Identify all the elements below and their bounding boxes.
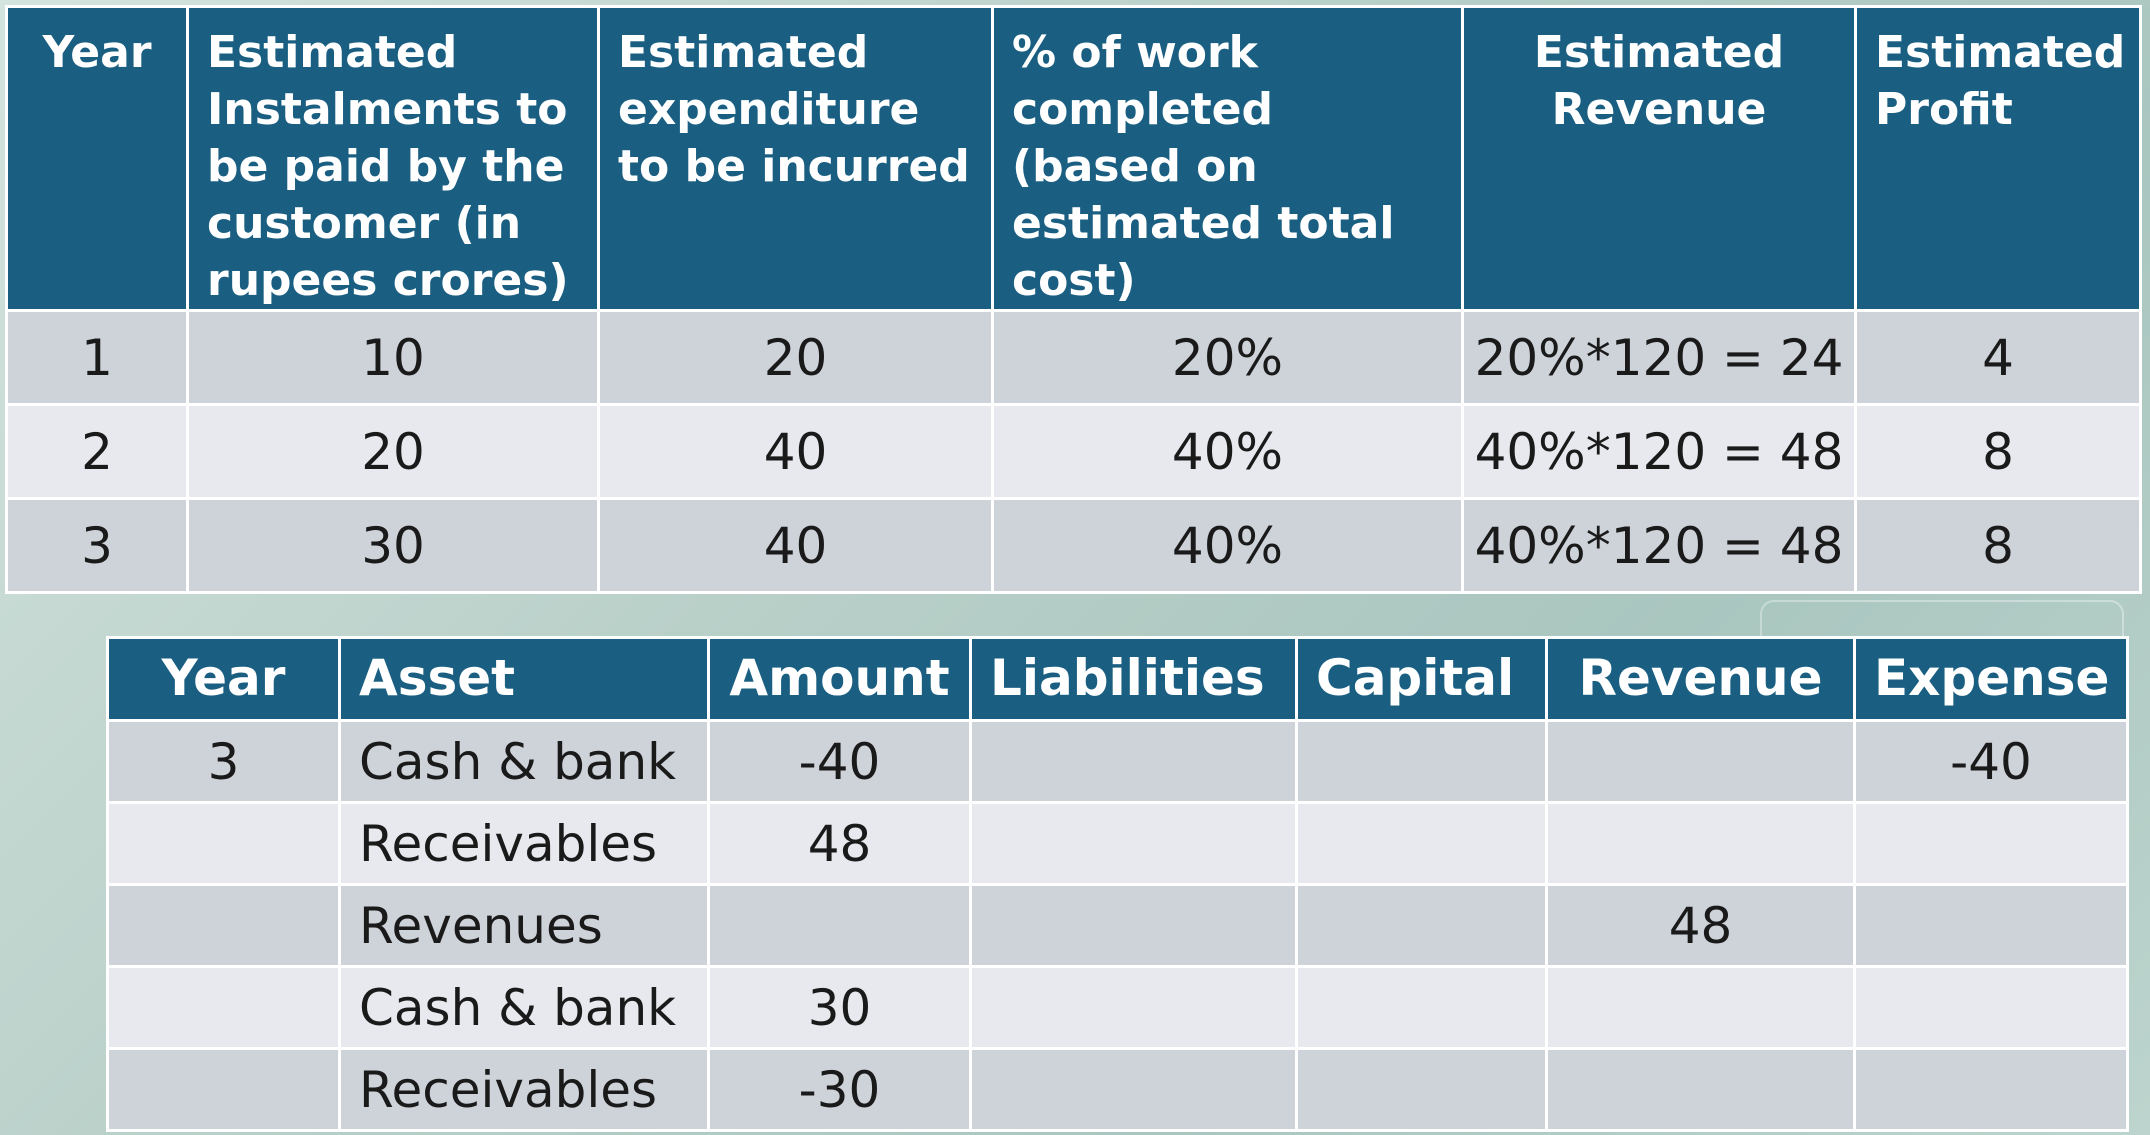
table-row: 3 30 40 40% 40%*120 = 48 8 (5, 497, 2142, 594)
cell-liabilities (969, 719, 1298, 804)
header-asset: Asset (338, 636, 710, 722)
cell-percent-completed: 40% (991, 403, 1464, 500)
cell-revenue: 48 (1545, 883, 1856, 968)
cell-revenue (1545, 1047, 1856, 1132)
cell-expense (1853, 1047, 2129, 1132)
header-capital: Capital (1295, 636, 1548, 722)
cell-capital (1295, 965, 1548, 1050)
cell-capital (1295, 719, 1548, 804)
cell-asset: Cash & bank (338, 965, 710, 1050)
cell-amount: 30 (707, 965, 972, 1050)
table-row: 3 Cash & bank -40 -40 (106, 719, 2129, 804)
cell-amount: -40 (707, 719, 972, 804)
table-row: Receivables -30 (106, 1047, 2129, 1132)
cell-revenue (1545, 719, 1856, 804)
table-row: 2 20 40 40% 40%*120 = 48 8 (5, 403, 2142, 500)
header-year: Year (5, 5, 189, 312)
cell-capital (1295, 883, 1548, 968)
table-row: 1 10 20 20% 20%*120 = 24 4 (5, 309, 2142, 406)
cell-percent-completed: 20% (991, 309, 1464, 406)
table-row: Receivables 48 (106, 801, 2129, 886)
table-row: Cash & bank 30 (106, 965, 2129, 1050)
cell-year: 1 (5, 309, 189, 406)
header-revenue: Revenue (1545, 636, 1856, 722)
header-estimated-expenditure: Estimated expenditure to be incurred (597, 5, 994, 312)
cell-expense: -40 (1853, 719, 2129, 804)
header-percent-work-completed: % of work completed (based on estimated … (991, 5, 1464, 312)
cell-liabilities (969, 883, 1298, 968)
cell-asset: Revenues (338, 883, 710, 968)
header-estimated-profit: Estimated Profit (1854, 5, 2142, 312)
cell-expense (1853, 965, 2129, 1050)
cell-instalments: 30 (186, 497, 600, 594)
header-amount: Amount (707, 636, 972, 722)
cell-liabilities (969, 1047, 1298, 1132)
header-estimated-instalments: Estimated Instalments to be paid by the … (186, 5, 600, 312)
cell-year: 3 (5, 497, 189, 594)
cell-expense (1853, 801, 2129, 886)
cell-revenue: 40%*120 = 48 (1461, 403, 1857, 500)
header-liabilities: Liabilities (969, 636, 1298, 722)
cell-year (106, 1047, 341, 1132)
cell-liabilities (969, 965, 1298, 1050)
cell-amount (707, 883, 972, 968)
cell-profit: 4 (1854, 309, 2142, 406)
estimates-table: Year Estimated Instalments to be paid by… (5, 5, 2142, 594)
accounting-header-row: Year Asset Amount Liabilities Capital Re… (106, 636, 2129, 722)
cell-revenue (1545, 965, 1856, 1050)
cell-expenditure: 40 (597, 497, 994, 594)
estimates-header-row: Year Estimated Instalments to be paid by… (5, 5, 2142, 312)
cell-expenditure: 20 (597, 309, 994, 406)
cell-revenue: 40%*120 = 48 (1461, 497, 1857, 594)
cell-revenue (1545, 801, 1856, 886)
cell-instalments: 20 (186, 403, 600, 500)
cell-expenditure: 40 (597, 403, 994, 500)
cell-percent-completed: 40% (991, 497, 1464, 594)
cell-year: 2 (5, 403, 189, 500)
cell-profit: 8 (1854, 403, 2142, 500)
cell-expense (1853, 883, 2129, 968)
cell-year (106, 965, 341, 1050)
cell-capital (1295, 801, 1548, 886)
cell-asset: Receivables (338, 1047, 710, 1132)
cell-instalments: 10 (186, 309, 600, 406)
header-year: Year (106, 636, 341, 722)
accounting-equation-table: Year Asset Amount Liabilities Capital Re… (106, 636, 2129, 1132)
header-expense: Expense (1853, 636, 2129, 722)
cell-year: 3 (106, 719, 341, 804)
cell-liabilities (969, 801, 1298, 886)
cell-year (106, 801, 341, 886)
cell-asset: Receivables (338, 801, 710, 886)
table-row: Revenues 48 (106, 883, 2129, 968)
cell-year (106, 883, 341, 968)
cell-amount: 48 (707, 801, 972, 886)
cell-revenue: 20%*120 = 24 (1461, 309, 1857, 406)
header-estimated-revenue: Estimated Revenue (1461, 5, 1857, 312)
cell-profit: 8 (1854, 497, 2142, 594)
cell-capital (1295, 1047, 1548, 1132)
cell-asset: Cash & bank (338, 719, 710, 804)
cell-amount: -30 (707, 1047, 972, 1132)
